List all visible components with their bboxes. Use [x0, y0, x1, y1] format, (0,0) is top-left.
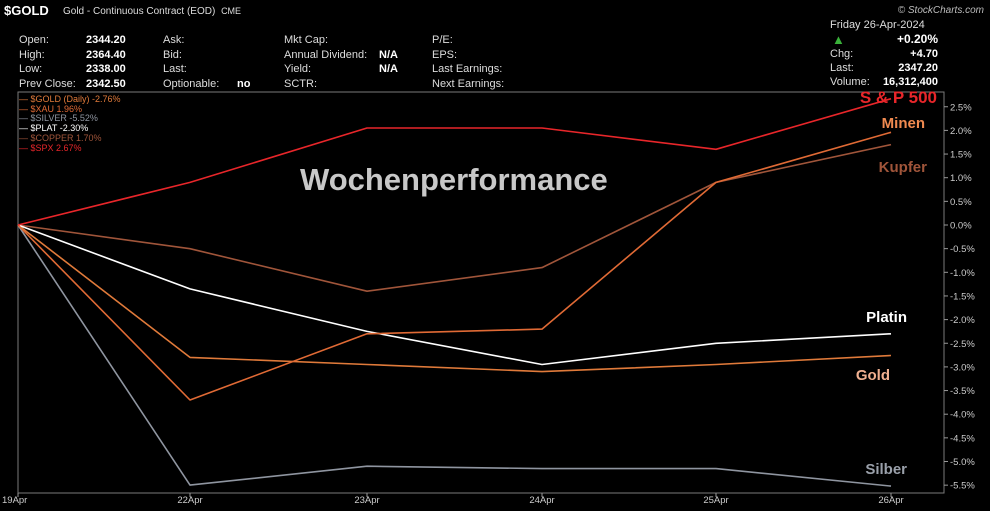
legend-swatch: —	[19, 103, 31, 114]
quote-value: no	[237, 77, 251, 90]
y-tick-label: -3.0%	[950, 362, 975, 373]
quote-label: Mkt Cap:	[284, 34, 329, 46]
plot-frame	[17, 91, 945, 494]
symbol-title: $GOLD	[4, 3, 49, 18]
brand-watermark: © StockCharts.com	[897, 5, 984, 16]
legend-swatch: —	[19, 132, 31, 143]
earnings-label: Next Earnings:	[432, 77, 505, 90]
quote-date: Friday 26-Apr-2024	[830, 19, 925, 31]
y-tick-label: -0.5%	[950, 244, 975, 255]
legend-entry: — $SPX 2.67%	[19, 142, 121, 154]
series-line	[17, 224, 892, 487]
earnings-label: Last Earnings:	[432, 63, 503, 75]
up-arrow-icon: ▲	[832, 32, 845, 47]
y-tick-label: 1.0%	[950, 173, 972, 184]
x-tick-label: 19Apr	[2, 495, 27, 506]
legend-text: $COPPER 1.70%	[30, 132, 102, 143]
x-tick-label: 25Apr	[703, 495, 728, 506]
y-tick-label: 1.5%	[950, 150, 972, 161]
series-label: Minen	[881, 115, 925, 132]
y-tick-label: -5.5%	[950, 481, 975, 492]
quote-value: 2364.40	[86, 48, 126, 61]
earnings-label: P/E:	[432, 34, 453, 46]
quote-label: Yield:	[284, 63, 312, 75]
legend-swatch: —	[19, 113, 31, 124]
change-percent: +0.20%	[896, 32, 938, 46]
series-label: Silber	[865, 461, 907, 478]
legend-entry: — $GOLD (Daily) -2.76%	[19, 94, 121, 105]
symbol-description: Gold - Continuous Contract (EOD) CME	[63, 6, 241, 17]
series-line	[17, 97, 892, 226]
quote-label: Prev Close:	[19, 77, 76, 90]
legend-swatch: —	[19, 94, 31, 104]
x-tick-label: 22Apr	[177, 495, 202, 506]
quote-value: N/A	[379, 48, 398, 61]
series-label: Gold	[855, 367, 890, 384]
last-value: 2347.20	[898, 62, 938, 74]
y-tick-label: -1.0%	[950, 268, 975, 279]
series-line	[17, 131, 892, 401]
y-tick-label: -2.0%	[950, 315, 975, 326]
series-line	[17, 143, 892, 293]
legend-text: $SPX 2.67%	[30, 142, 82, 153]
quote-summary-box: Friday 26-Apr-2024 ▲ +0.20% Chg: +4.70 L…	[824, 19, 942, 89]
series-line	[17, 224, 892, 373]
y-tick-label: -1.5%	[950, 291, 975, 302]
y-tick-label: 0.0%	[950, 221, 972, 232]
x-tick-label: 26Apr	[878, 495, 903, 506]
quote-label: Last:	[163, 63, 187, 75]
last-label: Last:	[830, 62, 854, 74]
quote-label: Annual Dividend:	[284, 48, 368, 61]
legend-entry: — $PLAT -2.30%	[19, 123, 121, 134]
quote-label: Optionable:	[163, 77, 220, 90]
legend-entry: — $XAU 1.96%	[19, 103, 121, 115]
y-tick-label: -3.5%	[950, 386, 975, 397]
quote-label: Low:	[19, 63, 43, 75]
legend-swatch: —	[19, 123, 31, 134]
legend-entry: — $COPPER 1.70%	[19, 132, 121, 144]
quote-label: SCTR:	[284, 77, 317, 90]
chart-title: Wochenperformance	[300, 162, 608, 197]
quote-label: High:	[19, 48, 45, 61]
y-tick-label: 2.0%	[950, 126, 972, 137]
legend-text: $SILVER -5.52%	[30, 113, 98, 124]
quote-label: Ask:	[163, 34, 185, 46]
legend-swatch: —	[19, 142, 31, 153]
y-tick-label: -4.0%	[950, 410, 975, 421]
earnings-label: EPS:	[432, 48, 458, 61]
volume-value: 16,312,400	[882, 76, 938, 88]
series-label: Platin	[866, 309, 907, 326]
quote-value: 2338.00	[86, 63, 126, 75]
quote-label: Open:	[19, 34, 49, 46]
legend-text: $GOLD (Daily) -2.76%	[30, 94, 121, 104]
x-tick-label: 23Apr	[354, 495, 379, 506]
series-line	[17, 224, 892, 366]
quote-value: 2342.50	[86, 77, 126, 90]
exchange-label: CME	[221, 6, 242, 16]
quote-value: N/A	[379, 63, 398, 75]
legend-entry: — $SILVER -5.52%	[19, 114, 121, 124]
legend-text: $XAU 1.96%	[30, 103, 83, 114]
series-label: Kupfer	[878, 159, 927, 176]
volume-label: Volume:	[830, 76, 870, 88]
chart-legend: — $GOLD (Daily) -2.76% — $XAU 1.96% — $SIL…	[19, 94, 121, 154]
x-tick-label: 24Apr	[529, 495, 554, 506]
y-tick-label: 0.5%	[950, 197, 972, 208]
series-label: S & P 500	[859, 88, 937, 107]
quote-value: 2344.20	[86, 34, 126, 46]
description-text: Gold - Continuous Contract (EOD)	[63, 6, 216, 17]
y-tick-label: -5.0%	[950, 457, 975, 468]
chart-header: $GOLD Gold - Continuous Contract (EOD) C…	[0, 0, 990, 19]
legend-text: $PLAT -2.30%	[30, 123, 89, 134]
chg-value: +4.70	[910, 48, 938, 60]
chg-label: Chg:	[830, 48, 854, 60]
y-tick-label: 2.5%	[950, 102, 972, 113]
y-tick-label: -2.5%	[950, 339, 975, 350]
quote-label: Bid:	[163, 48, 182, 61]
y-tick-label: -4.5%	[950, 433, 975, 444]
